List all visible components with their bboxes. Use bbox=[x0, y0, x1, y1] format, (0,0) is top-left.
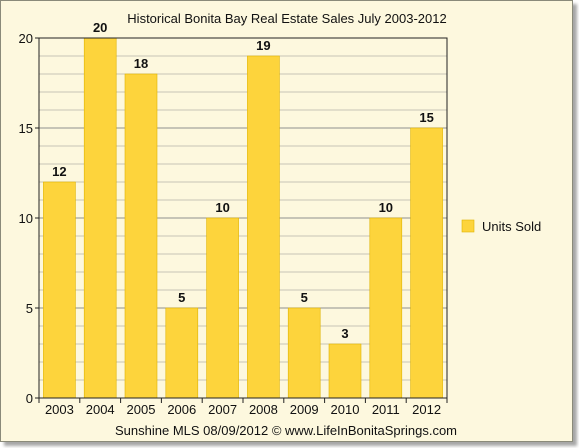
axes: 0 5 10 15 20 2003 2004 2005 2006 2007 2008 2009 2010… bbox=[19, 31, 448, 417]
data-label-2008: 19 bbox=[256, 38, 270, 53]
x-tick-label: 2005 bbox=[127, 402, 156, 417]
data-label-2011: 10 bbox=[379, 200, 393, 215]
legend-label: Units Sold bbox=[482, 219, 541, 234]
data-label-2005: 18 bbox=[134, 56, 148, 71]
bar-chart: Historical Bonita Bay Real Estate Sales … bbox=[19, 11, 542, 438]
x-tick-label: 2004 bbox=[86, 402, 115, 417]
x-tick-label: 2012 bbox=[412, 402, 441, 417]
bar-2011 bbox=[369, 217, 403, 399]
chart-title: Historical Bonita Bay Real Estate Sales … bbox=[127, 11, 446, 26]
bar-2012 bbox=[410, 127, 443, 399]
x-tick-label: 2008 bbox=[249, 402, 278, 417]
x-tick-label: 2007 bbox=[208, 402, 237, 417]
bar-2003 bbox=[43, 181, 76, 399]
bar-2006 bbox=[165, 307, 199, 399]
bar-2005 bbox=[124, 73, 158, 399]
y-tick-label: 15 bbox=[19, 121, 33, 136]
data-label-2003: 12 bbox=[52, 164, 66, 179]
data-label-2004: 20 bbox=[93, 20, 107, 35]
x-tick-label: 2003 bbox=[45, 402, 74, 417]
data-label-2006: 5 bbox=[178, 290, 185, 305]
x-tick-label: 2006 bbox=[167, 402, 196, 417]
data-labels: 12 20 18 5 10 19 5 3 10 15 bbox=[52, 20, 434, 341]
x-tick-label: 2010 bbox=[331, 402, 360, 417]
data-label-2012: 15 bbox=[419, 110, 433, 125]
bar-2004 bbox=[83, 37, 117, 399]
data-label-2009: 5 bbox=[301, 290, 308, 305]
y-tick-label: 5 bbox=[26, 301, 33, 316]
y-tick-label: 0 bbox=[26, 391, 33, 406]
legend: Units Sold bbox=[461, 219, 541, 234]
bar-2010 bbox=[328, 343, 362, 399]
data-label-2007: 10 bbox=[215, 200, 229, 215]
bar-2008 bbox=[247, 55, 280, 399]
y-tick-label: 10 bbox=[19, 211, 33, 226]
chart-footer: Sunshine MLS 08/09/2012 © www.LifeInBoni… bbox=[115, 423, 457, 438]
y-tick-label: 20 bbox=[19, 31, 33, 46]
legend-swatch bbox=[461, 219, 475, 233]
bar-2007 bbox=[206, 217, 239, 399]
x-tick-label: 2011 bbox=[372, 402, 400, 417]
bar-2009 bbox=[287, 307, 321, 399]
x-tick-label: 2009 bbox=[290, 402, 319, 417]
data-label-2010: 3 bbox=[341, 326, 348, 341]
chart-frame: Historical Bonita Bay Real Estate Sales … bbox=[0, 0, 573, 442]
bars bbox=[43, 37, 443, 399]
